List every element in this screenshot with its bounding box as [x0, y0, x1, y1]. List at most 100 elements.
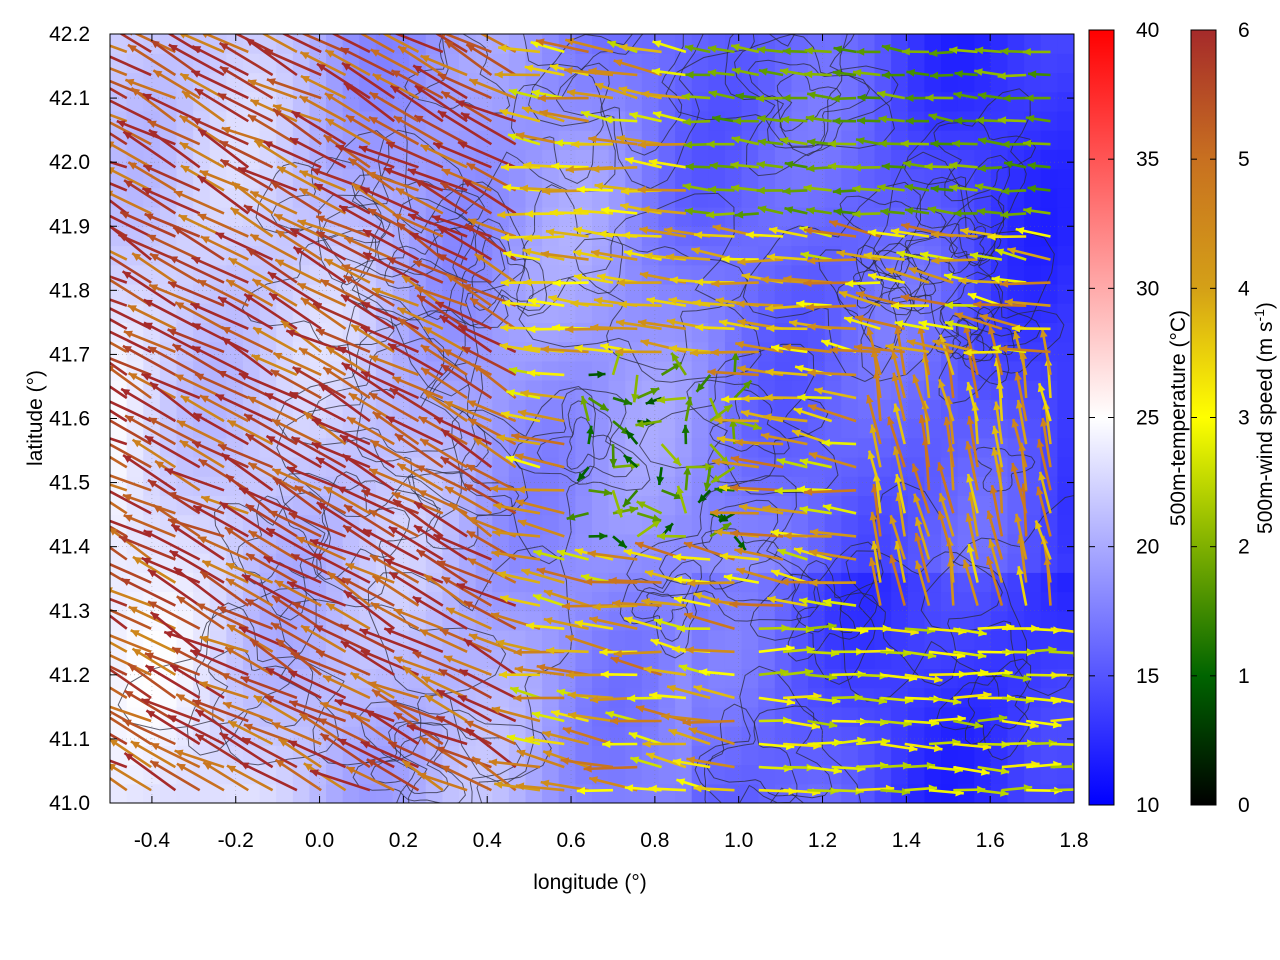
wind-vector [334, 698, 395, 723]
temperature-cell [841, 91, 859, 112]
wind-vector [163, 630, 225, 654]
wind-vector [118, 535, 176, 561]
temperature-cell [525, 303, 543, 323]
temperature-cell [658, 34, 676, 54]
temperature-cell [791, 726, 809, 746]
wind-vector-head [395, 433, 404, 442]
wind-vector-head [497, 570, 507, 579]
wind-vector-head [337, 346, 347, 354]
temperature-cell [608, 91, 626, 112]
wind-vector-head [198, 459, 208, 467]
temperature-cell [808, 745, 826, 766]
wind-vector [341, 61, 395, 100]
wind-vector [440, 428, 493, 469]
temperature-cell [542, 303, 560, 323]
wind-vector [273, 213, 322, 238]
terrain-contour [936, 658, 1032, 761]
temperature-cell [791, 322, 809, 343]
temperature-cell [209, 514, 227, 535]
wind-vector-head [144, 436, 154, 444]
wind-vector-head [248, 530, 258, 539]
temperature-cell [774, 322, 793, 343]
temperature-cell [1040, 629, 1058, 650]
wind-vector-head [346, 115, 355, 123]
temperature-cell [941, 783, 959, 803]
wind-vector [360, 370, 420, 400]
wind-vector-head [334, 699, 344, 707]
wind-vector-head [383, 167, 393, 175]
temperature-cell [592, 745, 610, 766]
wind-vector [110, 131, 128, 146]
wind-vector-head [192, 346, 202, 354]
temperature-cell [907, 168, 926, 189]
temperature-cell [1040, 283, 1058, 304]
wind-vector-head [463, 179, 472, 188]
wind-vector [243, 413, 298, 446]
temperature-cell [974, 226, 992, 247]
wind-vector [288, 511, 347, 538]
wind-vector-head [498, 44, 507, 53]
wind-vector [1050, 742, 1074, 747]
terrain-contour [555, 34, 684, 156]
temperature-cell [941, 72, 959, 93]
temperature-cell [592, 668, 610, 689]
wind-vector-head [143, 165, 153, 173]
terrain-contour [694, 665, 862, 803]
wind-vector-head [369, 117, 378, 125]
wind-vector-head [472, 364, 482, 373]
wind-vector-head [495, 639, 505, 648]
temperature-cell [1057, 245, 1074, 266]
wind-vector [264, 695, 322, 723]
wind-vector-head [1080, 714, 1088, 722]
temperature-cell [708, 72, 726, 93]
wind-vector-head [238, 373, 248, 381]
temperature-cell [1040, 168, 1058, 189]
temperature-cell [708, 130, 726, 150]
temperature-cell [824, 745, 842, 766]
wind-vector-head [344, 83, 353, 91]
wind-vector-head [463, 639, 473, 647]
wind-vector [274, 758, 322, 792]
wind-vector [347, 710, 395, 746]
temperature-cell [758, 783, 776, 803]
temperature-cell [824, 168, 842, 189]
wind-vector [285, 329, 347, 354]
wind-vector-head [341, 294, 351, 303]
temperature-cell [1040, 726, 1058, 746]
temperature-cell [641, 476, 660, 496]
wind-vector-head [99, 414, 108, 421]
wind-vector-head [170, 665, 180, 673]
temperature-cell [841, 706, 859, 727]
temperature-cell [874, 610, 892, 631]
wind-vector-head [314, 24, 323, 31]
wind-vector [343, 274, 395, 307]
wind-vector [122, 344, 177, 377]
wind-vector [515, 784, 565, 792]
wind-vector-head [466, 44, 476, 52]
wind-vector-head [367, 681, 377, 689]
temperature-cell [159, 783, 178, 803]
wind-vector [465, 463, 517, 492]
wind-vector-head [218, 297, 228, 305]
temperature-cell [592, 380, 610, 400]
wind-vector-head [219, 733, 229, 741]
wind-vector [110, 275, 128, 284]
temperature-cell [110, 264, 128, 285]
wind-vector-head [73, 648, 82, 655]
wind-vector-head [370, 555, 379, 563]
temperature-cell [741, 207, 759, 227]
temperature-cell [592, 783, 610, 803]
wind-vector-head [326, 603, 336, 611]
terrain-contour [352, 722, 466, 803]
wind-vector [439, 181, 493, 215]
wind-vector [246, 247, 298, 284]
temperature-cell [1040, 130, 1058, 150]
temperature-cell [1040, 668, 1058, 689]
terrain-contour [706, 705, 833, 799]
wind-vector [515, 499, 565, 515]
temperature-cell [608, 72, 626, 93]
wind-vector [124, 78, 176, 100]
wind-vector [179, 439, 225, 469]
wind-vector [514, 667, 565, 677]
temperature-cell [857, 149, 876, 170]
